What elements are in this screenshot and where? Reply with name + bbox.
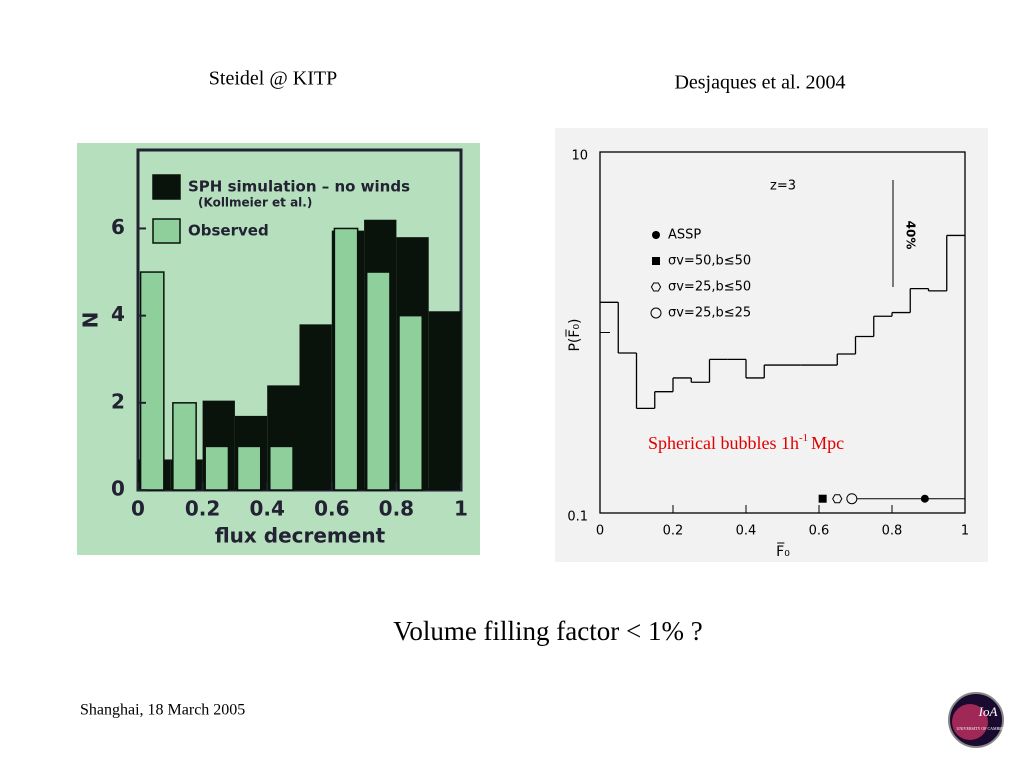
- marker: [920, 494, 929, 503]
- y-tick-label: 6: [111, 215, 125, 239]
- legend-swatch: [152, 174, 181, 200]
- bar: [204, 445, 230, 491]
- x-tick-label: 0.2: [663, 524, 684, 539]
- bar: [172, 402, 197, 491]
- bar: [398, 314, 423, 491]
- x-axis-label: F̅₀: [776, 542, 790, 560]
- x-tick-label: 0.2: [185, 497, 220, 521]
- y-axis-label: P(F̅₀): [565, 318, 583, 351]
- left-caption: Steidel @ KITP: [209, 68, 337, 90]
- bubble-text-part: Mpc: [811, 433, 844, 453]
- vline-label: 40%: [904, 221, 918, 250]
- y-tick-label: 2: [111, 389, 125, 413]
- y-tick-label: 0.1: [567, 510, 588, 525]
- x-tick-label: 1: [961, 524, 969, 539]
- logo-sub: UNIVERSITY OF CAMBRIDGE: [957, 726, 1013, 731]
- bar: [428, 311, 461, 490]
- x-tick-label: 0.8: [379, 497, 414, 521]
- marker: [832, 494, 843, 504]
- logo-glow: [952, 704, 988, 740]
- bubble-text-part: Spherical bubbles 1h: [648, 433, 799, 453]
- footer: Shanghai, 18 March 2005: [80, 702, 245, 719]
- x-tick-label: 0.6: [809, 524, 830, 539]
- annotation: z=3: [770, 179, 796, 194]
- headline: Volume filling factor < 1% ?: [393, 616, 702, 646]
- legend-label: σv=25,b≤25: [668, 306, 751, 321]
- y-tick-label: 0: [111, 477, 125, 501]
- x-tick-label: 0: [596, 524, 604, 539]
- bar: [365, 271, 391, 491]
- marker: [846, 493, 858, 505]
- logo-text: IoA: [978, 704, 998, 719]
- legend-label: ASSP: [668, 228, 701, 243]
- x-tick-label: 0.6: [314, 497, 349, 521]
- legend-label: Observed: [188, 222, 269, 240]
- bar: [333, 227, 359, 491]
- marker: [652, 231, 660, 239]
- bubble-text-part: -1: [799, 432, 808, 444]
- right-caption: Desjaques et al. 2004: [674, 72, 845, 94]
- bar: [269, 445, 294, 491]
- bubble-text: Spherical bubbles 1h-1 Mpc: [648, 432, 844, 454]
- marker: [818, 494, 827, 503]
- y-tick-label: 4: [111, 302, 125, 326]
- x-tick-label: 1: [454, 497, 468, 521]
- right-panel: [555, 128, 988, 562]
- bar: [139, 271, 165, 491]
- legend-label: σv=50,b≤50: [668, 254, 751, 269]
- x-tick-label: 0.8: [882, 524, 903, 539]
- x-axis-label: flux decrement: [215, 524, 386, 548]
- legend-note: (Kollmeier et al.): [198, 196, 312, 210]
- legend-label: SPH simulation – no winds: [188, 178, 410, 196]
- y-tick-label: 10: [571, 149, 588, 164]
- y-axis-label: N: [79, 312, 103, 329]
- bar: [236, 445, 262, 491]
- x-tick-label: 0.4: [249, 497, 284, 521]
- marker: [650, 307, 662, 319]
- marker: [652, 257, 660, 265]
- legend-label: σv=25,b≤50: [668, 280, 751, 295]
- legend-swatch: [152, 218, 181, 244]
- x-tick-label: 0: [131, 497, 145, 521]
- marker: [650, 282, 662, 292]
- x-tick-label: 0.4: [736, 524, 757, 539]
- bar: [299, 324, 332, 490]
